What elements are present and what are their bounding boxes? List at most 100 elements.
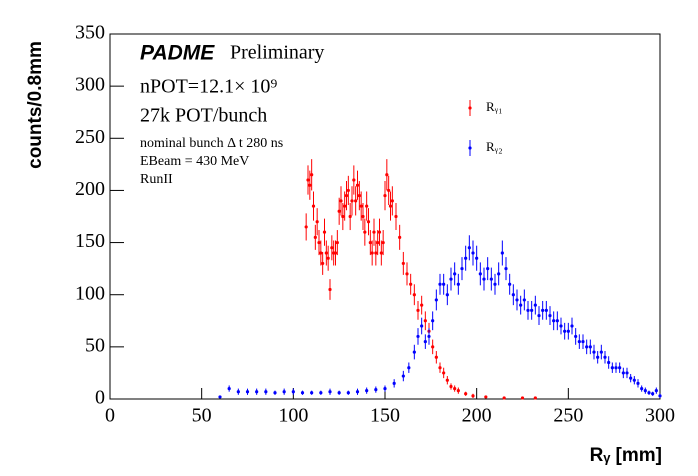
- data-point: [530, 308, 534, 312]
- data-point: [654, 389, 658, 393]
- y-tick-label: 150: [75, 230, 105, 252]
- data-point: [366, 220, 371, 224]
- data-point: [596, 355, 600, 359]
- data-point: [522, 298, 526, 302]
- x-tick-label: 50: [192, 405, 212, 427]
- data-point: [374, 251, 378, 255]
- data-point: [343, 204, 347, 208]
- data-point: [282, 390, 286, 394]
- data-point: [333, 251, 338, 255]
- x-tick-label: 300: [645, 405, 675, 427]
- x-tick-label: 100: [278, 405, 308, 427]
- data-point: [533, 303, 537, 307]
- data-point: [291, 390, 295, 394]
- data-point: [372, 230, 376, 234]
- data-point: [629, 376, 633, 380]
- data-point: [603, 355, 607, 359]
- data-point: [394, 214, 398, 219]
- data-point: [497, 272, 501, 276]
- data-point: [339, 199, 343, 203]
- data-point: [227, 386, 231, 391]
- y-tick-label: 300: [75, 74, 105, 96]
- data-point: [467, 246, 471, 250]
- data-point: [365, 389, 369, 393]
- data-point: [511, 293, 515, 297]
- y-tick-label: 250: [75, 126, 105, 148]
- data-point: [552, 319, 556, 323]
- data-point: [445, 293, 449, 297]
- data-point: [346, 391, 350, 395]
- data-point: [581, 340, 585, 344]
- data-point: [502, 396, 506, 400]
- data-point: [319, 391, 323, 395]
- annotation: nominal bunch Δ t 280 ns: [140, 136, 283, 151]
- data-point: [423, 340, 427, 344]
- data-point: [409, 282, 413, 286]
- data-point: [423, 319, 427, 323]
- data-point: [313, 235, 317, 239]
- data-point: [264, 390, 268, 394]
- legend-marker: [468, 106, 472, 110]
- data-point: [537, 313, 541, 318]
- data-point: [456, 389, 460, 393]
- data-point: [310, 173, 314, 177]
- data-point: [559, 324, 563, 328]
- data-point: [570, 324, 574, 328]
- data-point: [304, 225, 308, 229]
- data-point: [412, 350, 416, 354]
- data-point: [438, 282, 442, 286]
- data-point: [363, 230, 367, 234]
- data-point: [357, 194, 361, 198]
- data-point: [310, 391, 314, 395]
- data-point: [563, 329, 567, 333]
- data-point: [300, 391, 305, 395]
- data-point: [311, 204, 316, 208]
- data-point: [315, 220, 319, 224]
- data-point: [592, 350, 596, 354]
- data-point: [520, 396, 525, 400]
- data-point: [322, 230, 327, 234]
- data-point: [636, 381, 640, 385]
- data-point: [359, 204, 363, 208]
- data-point: [355, 390, 360, 394]
- x-tick-label: 0: [105, 405, 115, 427]
- data-point: [519, 303, 523, 307]
- legend-marker: [468, 146, 472, 150]
- data-point: [392, 381, 396, 385]
- data-point: [273, 391, 277, 395]
- data-point: [245, 390, 250, 394]
- x-tick-label: 250: [553, 405, 583, 427]
- data-point: [438, 366, 442, 370]
- data-point: [456, 282, 460, 286]
- data-point: [574, 334, 578, 339]
- data-point: [577, 340, 581, 344]
- data-point: [478, 272, 482, 276]
- data-point: [377, 230, 382, 234]
- data-point: [434, 355, 438, 359]
- data-point: [416, 334, 420, 339]
- data-point: [383, 194, 387, 198]
- data-point: [651, 392, 655, 396]
- data-point: [416, 308, 420, 312]
- data-point: [306, 178, 310, 182]
- data-point: [493, 282, 497, 286]
- data-point: [632, 378, 636, 382]
- data-point: [335, 240, 339, 245]
- data-point: [355, 183, 360, 187]
- data-point: [486, 267, 490, 271]
- data-point: [328, 287, 332, 292]
- data-point: [390, 199, 394, 203]
- data-point: [482, 277, 486, 281]
- data-point: [585, 345, 589, 349]
- data-point: [405, 272, 409, 276]
- data-point: [621, 371, 625, 375]
- data-point: [328, 390, 332, 394]
- data-point: [407, 366, 411, 370]
- chart-title: PADME: [140, 42, 215, 65]
- annotation: nPOT=12.1× 10⁹: [140, 76, 277, 98]
- data-point: [555, 319, 559, 323]
- data-point: [453, 272, 457, 276]
- data-point: [427, 334, 431, 339]
- y-tick-label: 100: [75, 282, 105, 304]
- data-point: [218, 395, 222, 399]
